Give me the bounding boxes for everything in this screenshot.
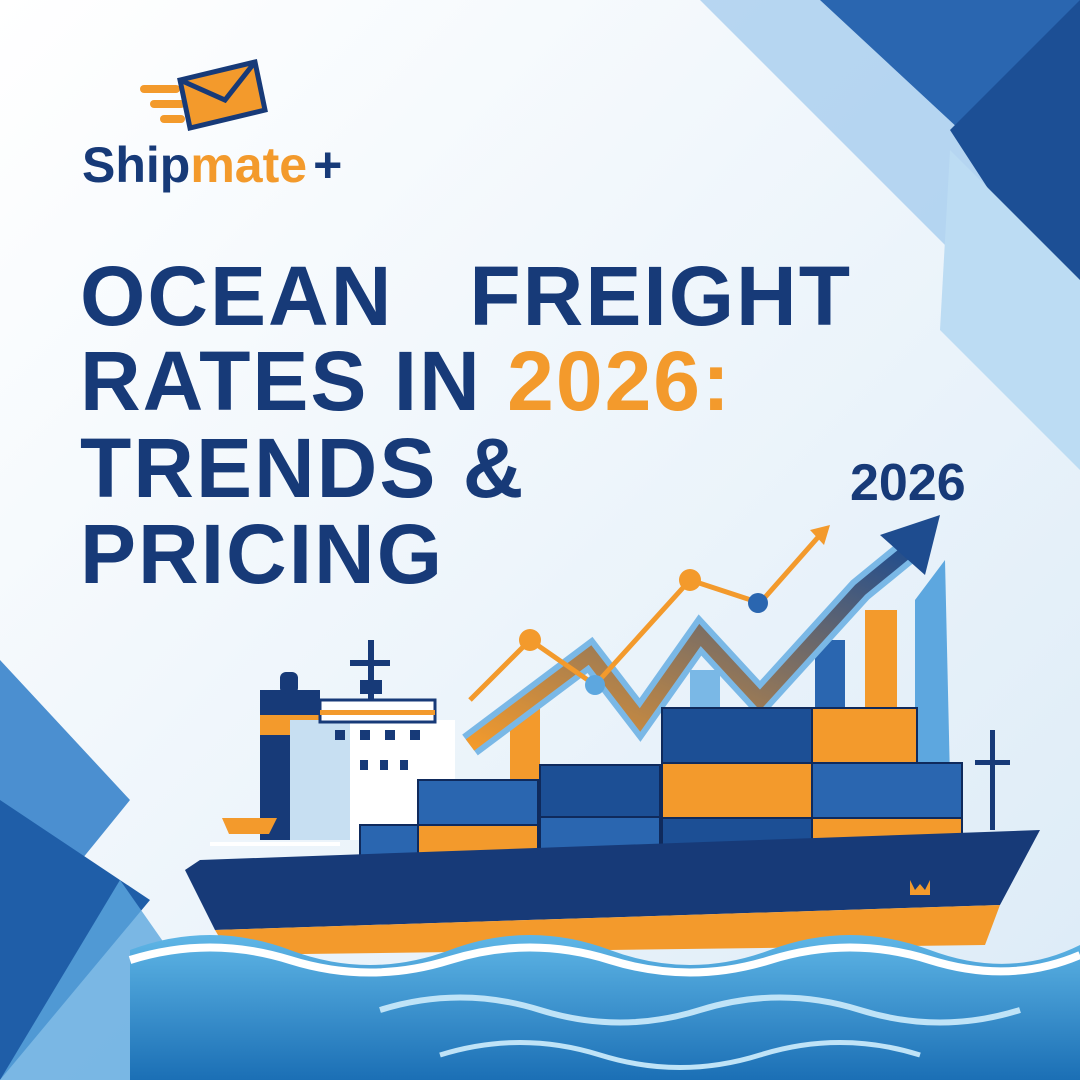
headline-line: TRENDS & — [80, 421, 525, 515]
logo-text: Shipmate + — [82, 137, 342, 193]
headline-line: OCEAN FREIGHT — [80, 249, 852, 343]
ship — [185, 640, 1040, 955]
logo-mate: mate — [190, 137, 307, 193]
sea — [128, 935, 1080, 1080]
year-badge: 2026 — [850, 454, 966, 512]
logo-icon — [140, 58, 268, 132]
headline-highlight: 2026: — [507, 334, 732, 428]
logo-plus: + — [313, 137, 342, 193]
headline-line: RATES IN 2026: — [80, 334, 732, 428]
headline-line: PRICING — [80, 507, 444, 601]
headline-text: RATES IN — [80, 334, 482, 428]
logo-ship: Ship — [82, 137, 190, 193]
